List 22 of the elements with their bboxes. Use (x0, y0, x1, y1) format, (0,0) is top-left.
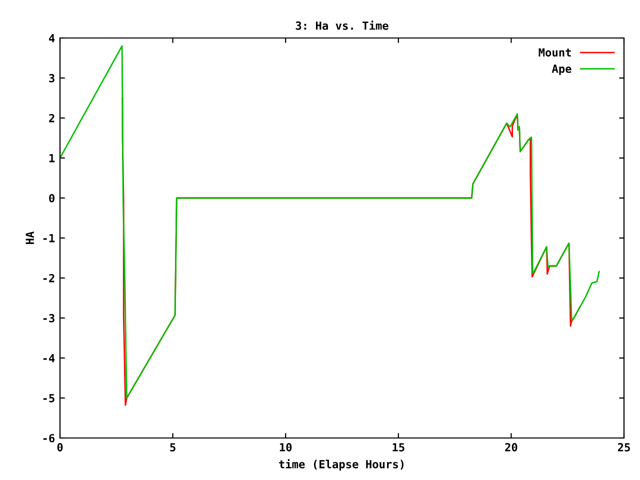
y-tick-label: -4 (43, 354, 55, 362)
x-tick-label: 20 (505, 443, 518, 452)
y-tick-label: 1 (49, 154, 55, 162)
y-tick-label: -1 (43, 234, 55, 242)
y-tick-label: 0 (49, 194, 54, 202)
y-tick-label: 2 (49, 114, 54, 122)
y-tick-label: 4 (49, 34, 55, 42)
x-tick-label: 15 (392, 443, 404, 452)
y-tick-label: -2 (43, 274, 54, 282)
y-tick-label: 3 (49, 74, 54, 82)
legend-label: Ape (552, 64, 572, 76)
chart-title: 3: Ha vs. Time (296, 20, 388, 30)
y-tick-label: -3 (43, 314, 54, 322)
x-tick-label: 25 (618, 443, 630, 452)
x-axis-title: time (Elapse Hours) (279, 459, 404, 471)
y-tick-label: -5 (43, 394, 54, 402)
legend-label: Mount (538, 48, 571, 57)
y-tick-label: -6 (43, 434, 55, 442)
y-axis-title: HA (26, 231, 34, 244)
x-tick-label: 5 (170, 443, 176, 452)
x-tick-label: 0 (57, 443, 63, 452)
x-tick-label: 10 (280, 443, 292, 452)
